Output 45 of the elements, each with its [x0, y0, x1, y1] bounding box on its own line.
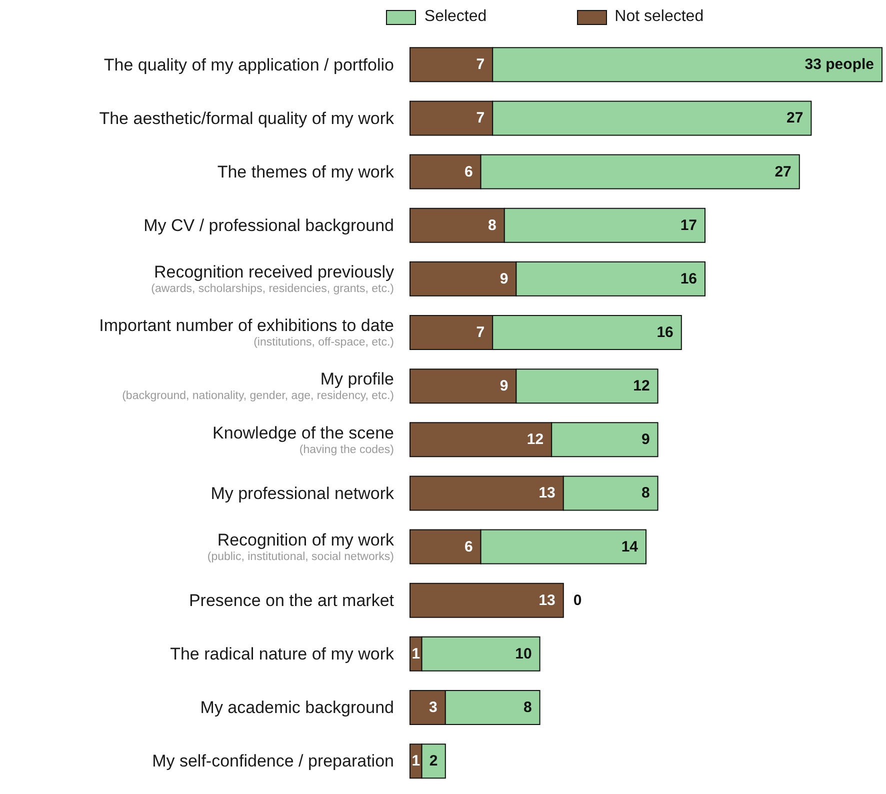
y-tick-label: Recognition received previously (awards, scholarships, residencies, grants, etc.) — [151, 262, 394, 296]
data-label: 12 — [633, 378, 650, 395]
data-label: 14 — [621, 538, 639, 556]
data-label: 27 — [786, 110, 804, 127]
data-label: 7 — [476, 110, 485, 127]
y-tick-label: The aesthetic/formal quality of my work — [99, 108, 394, 128]
data-label: 8 — [488, 216, 496, 234]
data-label: 6 — [464, 538, 473, 556]
data-label: 10 — [515, 645, 532, 662]
y-tick-label: Recognition of my work (public, institutional, social networks) — [207, 530, 394, 563]
data-label: 9 — [641, 431, 650, 448]
data-label: 13 — [538, 484, 556, 502]
data-label: 12 — [526, 431, 544, 448]
legend-label: Selected — [423, 8, 487, 26]
data-label: 3 — [429, 699, 438, 716]
data-label: 2 — [429, 752, 438, 770]
y-tick-label: The themes of my work — [217, 162, 394, 182]
y-tick-label: The quality of my application / portfolio — [104, 55, 394, 74]
data-label: 7 — [476, 56, 485, 74]
y-tick-label: My profile (background, nationality, gender, age, residency, etc.) — [122, 370, 394, 402]
y-tick-label: Important number of exhibitions to date (institutions, off-space, etc.) — [99, 316, 394, 349]
y-tick-label: Presence on the art market — [188, 591, 394, 610]
y-tick-label: The radical nature of my work — [170, 644, 394, 664]
data-label: 9 — [500, 378, 508, 395]
data-label: 16 — [680, 270, 697, 288]
y-tick-label: My self-confidence / preparation — [152, 752, 394, 771]
data-label: 8 — [641, 484, 650, 502]
legend-label: Not selected — [614, 8, 704, 26]
y-tick-label: My academic background — [200, 698, 394, 718]
y-tick-label: My professional network — [210, 484, 394, 503]
y-tick-label: My CV / professional background — [144, 216, 394, 235]
data-label: 1 — [412, 752, 420, 770]
data-label: 17 — [680, 216, 697, 234]
data-label: 1 — [412, 645, 420, 662]
data-label: 7 — [476, 324, 485, 341]
bar — [410, 582, 564, 618]
data-label: 9 — [500, 270, 508, 288]
data-label: 13 — [538, 592, 556, 609]
data-label: 16 — [656, 324, 674, 341]
y-tick-label: Knowledge of the scene (having the codes) — [212, 423, 394, 456]
data-label: 33 people — [804, 56, 874, 74]
data-label: 8 — [523, 699, 532, 716]
data-label: 6 — [464, 163, 473, 180]
data-label: 0 — [573, 592, 582, 609]
data-label: 27 — [774, 163, 792, 180]
